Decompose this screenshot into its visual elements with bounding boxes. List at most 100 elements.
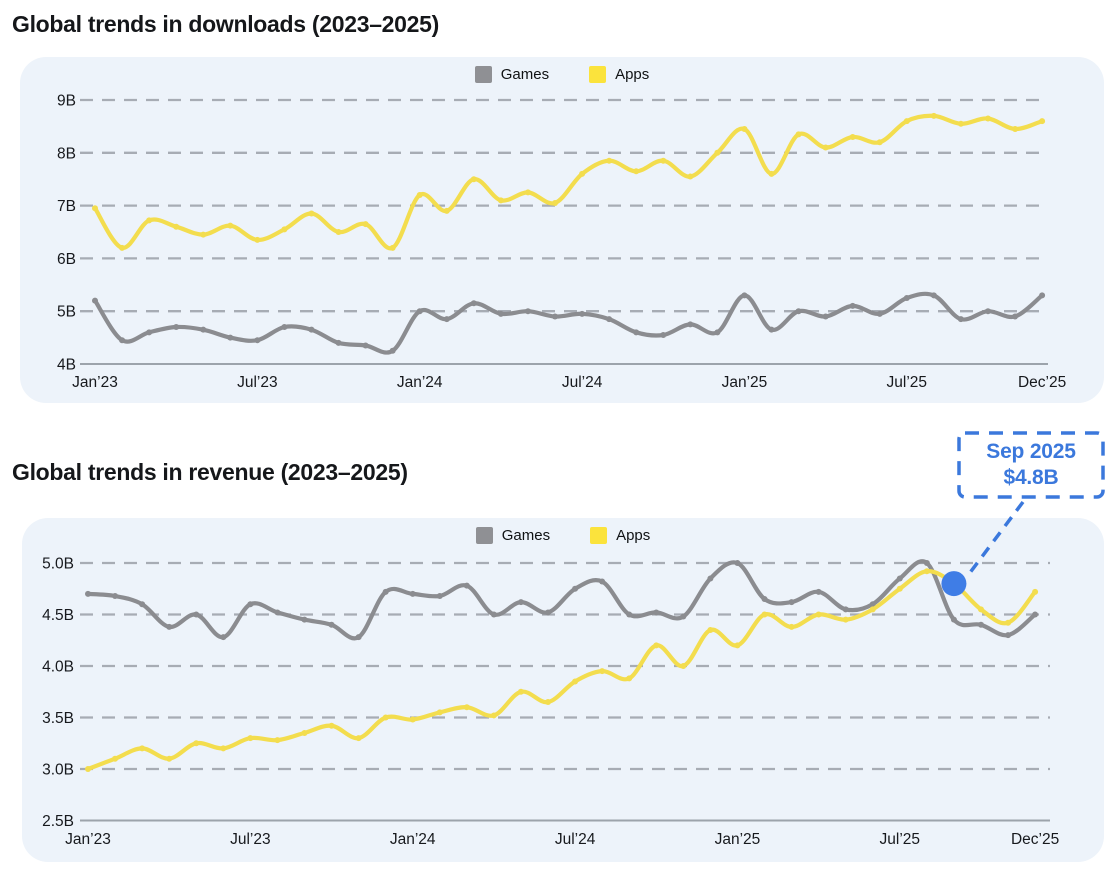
- data-point-games: [741, 292, 748, 299]
- data-point-apps: [984, 115, 991, 122]
- data-point-apps: [382, 714, 389, 721]
- data-point-games: [524, 308, 531, 315]
- data-point-apps: [227, 222, 234, 229]
- data-point-games: [281, 324, 288, 331]
- data-point-games: [896, 575, 903, 582]
- data-point-apps: [822, 144, 829, 151]
- data-point-apps: [977, 606, 984, 613]
- callout-connector-line: [964, 500, 1025, 580]
- series-line-games: [92, 291, 1045, 355]
- data-point-apps: [545, 699, 552, 706]
- data-point-games: [795, 308, 802, 315]
- data-point-games: [734, 560, 741, 566]
- data-point-games: [761, 596, 768, 603]
- y-tick-label: 5.0B: [42, 556, 74, 573]
- data-point-apps: [220, 745, 227, 752]
- y-tick-label: 9B: [57, 93, 76, 110]
- data-point-games: [335, 339, 342, 346]
- data-point-games: [876, 310, 883, 317]
- data-point-apps: [680, 663, 687, 669]
- data-point-apps: [139, 745, 146, 752]
- y-tick-label: 4.5B: [42, 607, 74, 624]
- data-point-games: [92, 297, 98, 304]
- data-point-games: [301, 616, 308, 623]
- data-point-games: [606, 316, 613, 323]
- data-point-games: [714, 329, 721, 336]
- data-point-apps: [470, 176, 477, 183]
- data-point-apps: [85, 766, 91, 772]
- y-tick-label: 4B: [57, 357, 76, 374]
- data-point-games: [768, 326, 775, 333]
- legend-item-games: Games: [475, 527, 551, 544]
- y-tick-label: 4.0B: [42, 659, 74, 676]
- data-point-games: [443, 316, 450, 323]
- data-point-apps: [497, 197, 504, 204]
- data-point-games: [680, 613, 687, 620]
- legend-label-games: Games: [501, 527, 551, 544]
- data-point-apps: [903, 118, 910, 125]
- data-point-games: [842, 606, 849, 613]
- data-point-games: [166, 623, 173, 630]
- data-point-games: [490, 611, 497, 618]
- data-point-apps: [463, 704, 470, 711]
- games-swatch-icon: [474, 66, 492, 83]
- data-point-games: [626, 611, 633, 618]
- data-point-games: [950, 616, 957, 623]
- data-point-apps: [761, 611, 768, 618]
- x-tick-label: Jan’25: [715, 831, 761, 848]
- legend-item-apps: Apps: [590, 527, 650, 544]
- data-point-games: [977, 621, 984, 628]
- x-tick-label: Jul’25: [887, 374, 928, 391]
- data-point-apps: [281, 226, 288, 233]
- data-point-games: [599, 578, 606, 585]
- data-point-apps: [876, 139, 883, 146]
- y-tick-label: 6B: [57, 251, 76, 268]
- y-tick-label: 5B: [57, 304, 76, 321]
- data-point-games: [653, 609, 660, 616]
- data-point-games: [869, 601, 876, 608]
- revenue-legend: Games Apps: [22, 527, 1104, 544]
- data-point-games: [247, 601, 254, 608]
- data-point-games: [552, 313, 559, 320]
- data-point-games: [254, 337, 261, 344]
- data-point-apps: [842, 616, 849, 623]
- data-point-games: [815, 588, 822, 595]
- y-tick-label: 3.5B: [42, 710, 74, 727]
- data-point-games: [416, 308, 423, 315]
- callout-date: Sep 2025: [986, 440, 1076, 464]
- data-point-games: [119, 337, 126, 344]
- sep-2025-callout: Sep 2025 $4.8B: [957, 431, 1105, 499]
- data-point-games: [572, 585, 579, 592]
- downloads-chart-panel: Games Apps 9B 8B 7B 6B 5B 4B Jan’23 Jul’23 Jan’2…: [20, 57, 1104, 403]
- data-point-apps: [849, 133, 856, 140]
- data-point-games: [139, 601, 146, 608]
- revenue-chart-title: Global trends in revenue (2023–2025): [12, 459, 408, 485]
- data-point-games: [409, 590, 416, 597]
- data-point-apps: [579, 170, 586, 177]
- data-point-games: [112, 592, 119, 599]
- data-point-games: [389, 347, 396, 354]
- data-point-games: [660, 331, 667, 338]
- data-point-apps: [362, 221, 369, 228]
- x-tick-label: Jul’25: [880, 831, 921, 848]
- x-tick-label: Dec’25: [1011, 831, 1059, 848]
- data-point-games: [633, 329, 640, 336]
- y-tick-label: 3.0B: [42, 762, 74, 779]
- games-swatch-icon: [475, 527, 493, 544]
- data-point-apps: [606, 157, 613, 164]
- data-point-apps: [436, 709, 443, 716]
- x-tick-label: Jan’23: [65, 831, 111, 848]
- data-point-apps: [119, 244, 126, 251]
- data-point-apps: [653, 642, 660, 649]
- data-point-games: [957, 316, 964, 323]
- x-tick-label: Jul’24: [562, 374, 603, 391]
- callout-dashed-border: [957, 431, 1105, 499]
- legend-label-apps: Apps: [615, 66, 650, 83]
- data-point-apps: [734, 642, 741, 649]
- data-point-apps: [308, 210, 315, 217]
- data-point-apps: [247, 735, 254, 742]
- legend-item-games: Games: [474, 66, 549, 83]
- data-point-games: [788, 599, 795, 606]
- x-tick-label: Jan’24: [390, 831, 436, 848]
